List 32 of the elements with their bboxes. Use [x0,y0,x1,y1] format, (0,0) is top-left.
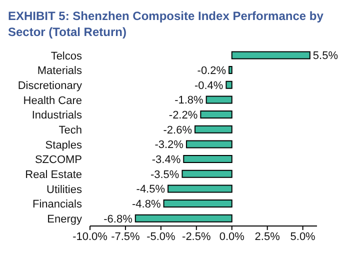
data-label: 5.5% [312,50,338,62]
x-tick-label: -10.0% [72,230,108,243]
data-label: -0.4% [194,80,224,92]
x-tick-label: -7.5% [111,230,140,243]
y-tick-label: Tech [58,124,82,136]
data-label: -2.6% [163,124,192,136]
chart-title: EXHIBIT 5: Shenzhen Composite Index Performance by Sector (Total Return) [8,8,324,40]
data-label: -1.8% [174,94,204,107]
x-tick-label: 0.0% [219,230,245,243]
y-tick-label: SZCOMP [34,154,82,166]
y-tick-label: Industrials [32,110,82,122]
y-tick-label: Real Estate [25,168,82,181]
x-tick-label: -2.5% [182,230,211,243]
x-tick-label: -5.0% [146,230,176,243]
data-label: -2.2% [168,110,198,122]
data-label: -3.4% [152,154,181,166]
data-label: -3.2% [154,139,184,152]
y-tick-label: Staples [45,139,82,152]
y-tick-label: Materials [37,65,82,78]
y-tick-label: Utilities [46,184,82,196]
y-tick-label: Telcos [50,50,82,62]
data-label: -4.8% [132,198,161,211]
y-tick-label: Financials [32,198,82,211]
data-label: -0.2% [197,65,226,78]
data-label: -3.5% [150,168,180,181]
data-label: -6.8% [104,213,133,226]
x-tick-label: 2.5% [254,230,280,243]
x-tick-label: 5.0% [290,230,316,243]
data-label: -4.5% [136,184,166,196]
y-tick-label: Discretionary [18,80,82,92]
y-tick-label: Energy [47,213,82,226]
y-tick-label: Health Care [23,94,82,107]
